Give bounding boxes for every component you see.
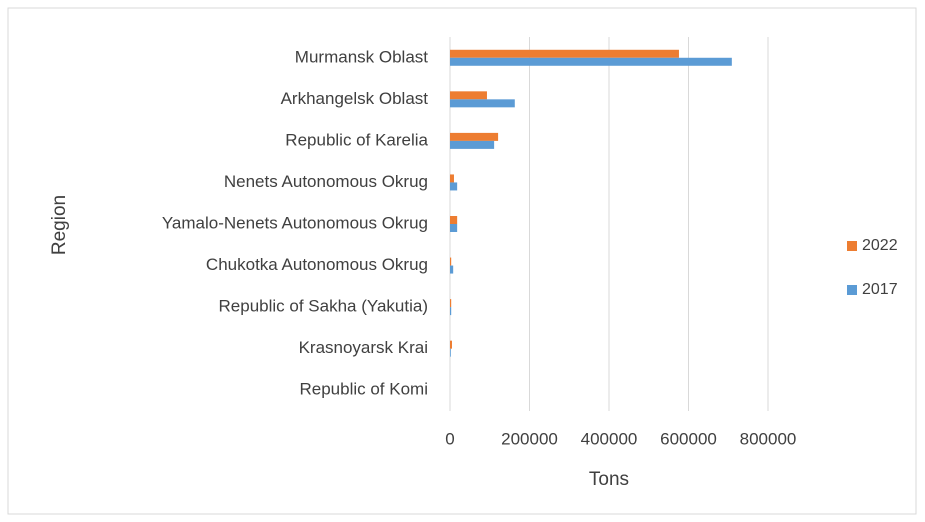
- bar: [450, 182, 458, 191]
- bar: [450, 348, 451, 357]
- x-tick-label: 200000: [501, 429, 558, 448]
- legend-swatch: [847, 285, 857, 295]
- legend-label: 2022: [862, 237, 898, 254]
- y-tick-label: Nenets Autonomous Okrug: [224, 172, 428, 191]
- bar: [450, 340, 452, 349]
- bar: [450, 49, 679, 58]
- bar: [450, 224, 458, 232]
- bar: [450, 91, 487, 100]
- y-tick-label: Republic of Karelia: [285, 130, 428, 149]
- x-axis-title: Tons: [589, 469, 629, 490]
- y-tick-label: Murmansk Oblast: [295, 47, 428, 66]
- bar: [450, 99, 515, 108]
- y-tick-label: Chukotka Autonomous Okrug: [206, 255, 428, 274]
- x-tick-label: 800000: [740, 429, 797, 448]
- bar: [450, 216, 458, 224]
- bar: [450, 132, 499, 141]
- bar: [450, 265, 454, 274]
- bar: [450, 140, 495, 149]
- y-tick-label: Republic of Komi: [299, 380, 428, 399]
- y-axis-title: Region: [49, 195, 70, 255]
- legend-label: 2017: [862, 281, 898, 298]
- x-tick-label: 400000: [581, 429, 638, 448]
- x-tick-label: 600000: [660, 429, 717, 448]
- legend-swatch: [847, 241, 857, 251]
- bar: [450, 57, 732, 66]
- x-tick-label: 0: [445, 429, 454, 448]
- y-tick-label: Republic of Sakha (Yakutia): [219, 297, 428, 316]
- bar: [450, 307, 452, 316]
- bar: [450, 257, 452, 266]
- y-tick-label: Krasnoyarsk Krai: [299, 338, 428, 357]
- bar: [450, 174, 454, 183]
- y-tick-label: Yamalo-Nenets Autonomous Okrug: [162, 213, 428, 232]
- y-tick-label: Arkhangelsk Oblast: [281, 89, 429, 108]
- bar: [450, 299, 452, 308]
